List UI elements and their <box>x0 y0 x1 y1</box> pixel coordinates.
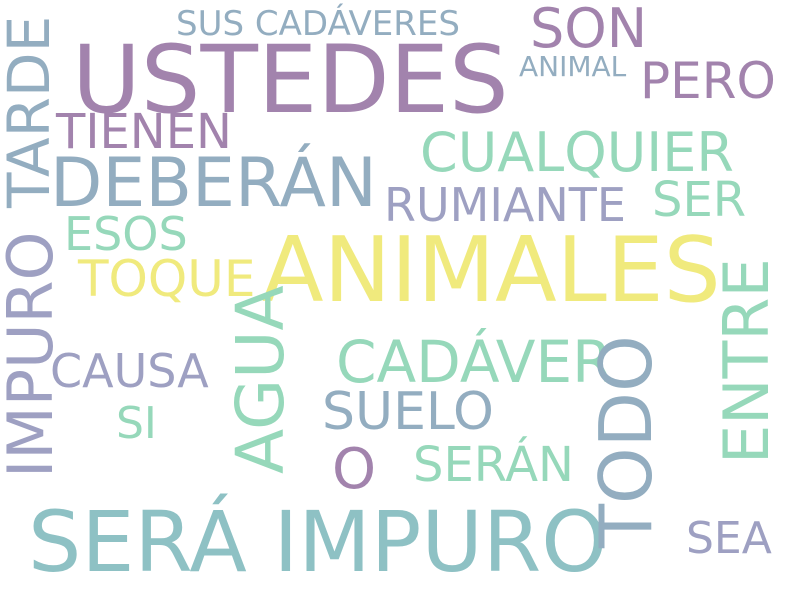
word-rumiante: RUMIANTE <box>384 178 626 232</box>
word-cualquier: CUALQUIER <box>420 121 734 184</box>
word-todo: TODO <box>584 335 668 548</box>
word-si: SI <box>116 398 157 449</box>
word-ser: SER <box>652 172 747 228</box>
word-animales: ANIMALES <box>262 218 721 323</box>
word-suelo: SUELO <box>322 382 494 442</box>
word-pero: PERO <box>640 52 776 110</box>
word-son: SON <box>530 0 648 60</box>
word-causa: CAUSA <box>50 344 209 398</box>
word-sea: SEA <box>686 513 772 564</box>
word-agua: AGUA <box>222 285 299 474</box>
word-tienen: TIENEN <box>56 104 232 160</box>
word-deberan: DEBERÁN <box>50 144 377 223</box>
word-esos: ESOS <box>64 207 188 261</box>
word-seran: SERÁN <box>413 437 574 493</box>
word-sera-impuro: SERÁ IMPURO <box>28 493 608 591</box>
word-impuro-vertical: IMPURO <box>0 231 67 478</box>
word-sus-cadaveres: SUS CADÁVERES <box>176 4 460 44</box>
word-tarde: TARDE <box>0 15 63 208</box>
word-o: O <box>332 437 377 502</box>
word-animal: ANIMAL <box>519 50 627 83</box>
word-entre: ENTRE <box>710 258 783 464</box>
word-cadaver: CADÁVER <box>336 328 613 396</box>
word-toque: TOQUE <box>78 250 256 308</box>
word-ustedes: USTEDES <box>72 26 509 135</box>
